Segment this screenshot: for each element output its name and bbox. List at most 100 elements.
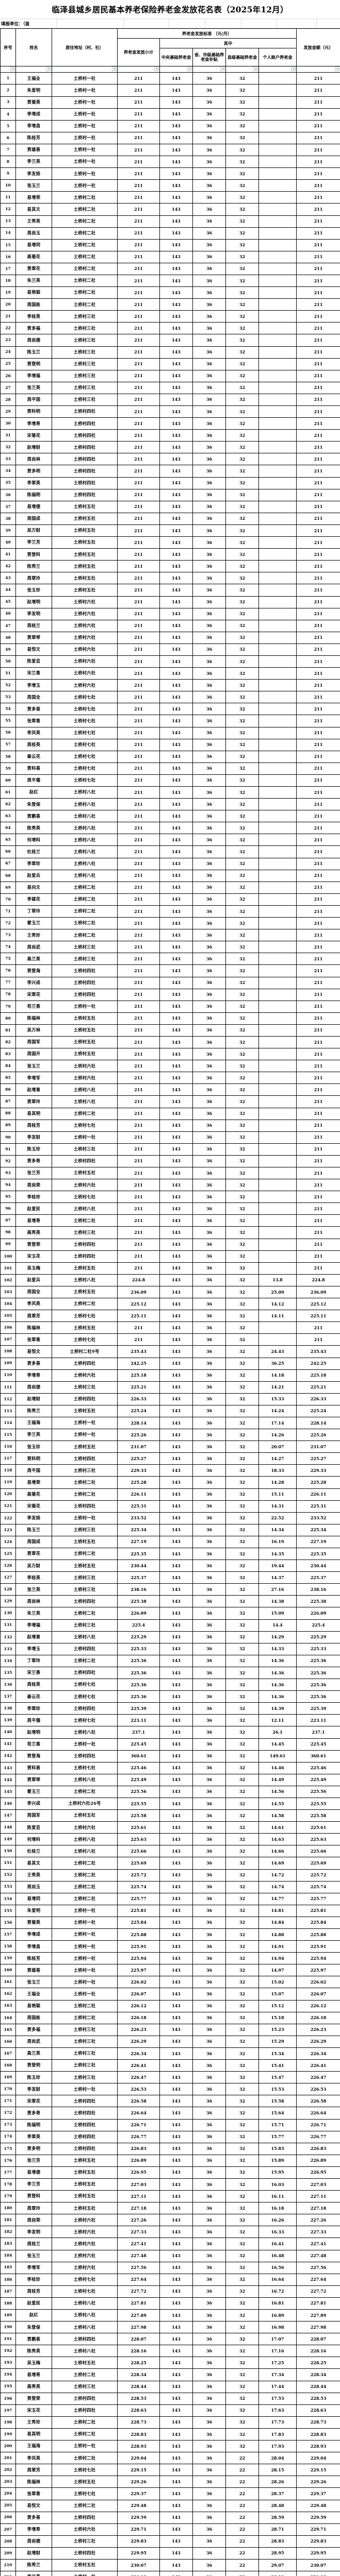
filter-dropdown-icon[interactable] [112, 66, 117, 72]
cell-central: 143 [159, 512, 193, 525]
cell-name: 张翠香 [15, 1333, 52, 1346]
cell-personal: 14.37 [258, 1571, 297, 1584]
cell-amount: 228.14 [296, 1416, 340, 1430]
cell-county: 32 [225, 156, 259, 168]
filter-dropdown-icon[interactable] [291, 66, 296, 72]
cell-index: 15 [0, 239, 16, 251]
cell-subtotal: 211 [117, 917, 160, 930]
cell-index: 131 [0, 1619, 16, 1632]
cell-address: 土桥村八社 [52, 810, 118, 823]
table-row: 210 陈秀兰 土桥村五社 230.07 143 36 22 29.07 230.07 [0, 2558, 340, 2572]
cell-amount: 211 [296, 346, 340, 359]
cell-county: 32 [225, 2285, 259, 2298]
filter-dropdown-icon[interactable] [220, 66, 225, 72]
filter-cell-name[interactable] [15, 66, 52, 73]
cell-address: 土桥村三社 [52, 369, 118, 382]
table-row: 7 贾雄善 土桥村一社 211 143 36 32 211 [0, 143, 340, 157]
filter-dropdown-icon[interactable] [46, 66, 51, 72]
cell-index: 118 [0, 1464, 16, 1477]
cell-subtotal: 211 [117, 810, 160, 823]
cell-subtotal: 227.81 [117, 2297, 160, 2310]
filter-cell-address[interactable] [52, 66, 118, 73]
cell-name: 吴玉梅 [15, 2357, 52, 2369]
cell-central: 143 [159, 2142, 193, 2155]
table-row: 137 秦云花 土桥村七社 225.36 143 36 32 14.36 225.36 [0, 1690, 340, 1703]
cell-index: 174 [0, 2130, 16, 2143]
cell-central: 143 [159, 2261, 193, 2274]
filter-dropdown-icon[interactable] [154, 66, 159, 72]
filter-dropdown-icon[interactable] [187, 66, 192, 72]
table-row: 162 王福业 土桥村一社 226.07 143 36 32 15.07 226.07 [0, 1988, 340, 2001]
cell-county: 32 [225, 2249, 259, 2262]
autofilter-row[interactable] [0, 66, 340, 73]
cell-name: 李增寿 [15, 417, 52, 430]
cell-county: 32 [225, 2380, 259, 2393]
cell-amount: 211 [296, 869, 340, 882]
cell-index: 132 [0, 1631, 16, 1643]
cell-central: 143 [159, 2464, 193, 2477]
cell-amount: 211 [296, 1143, 340, 1156]
cell-province: 36 [192, 2214, 226, 2227]
cell-amount: 211 [296, 1107, 340, 1120]
cell-address: 土桥村四社 [52, 2119, 118, 2131]
cell-amount: 211 [296, 203, 340, 216]
table-row: 48 贾翠琴 土桥村六社 211 143 36 32 211 [0, 631, 340, 644]
cell-name: 王秀英 [15, 1869, 52, 1882]
cell-personal [258, 786, 297, 799]
cell-address: 土桥村七社 [52, 2285, 118, 2298]
cell-index: 48 [0, 631, 16, 644]
cell-subtotal: 229.71 [117, 2523, 160, 2536]
col-header-name: 姓名 [15, 28, 52, 67]
cell-central: 143 [159, 2071, 193, 2084]
filter-cell-amount[interactable] [296, 66, 340, 73]
cell-province: 36 [192, 1654, 226, 1667]
cell-address: 土桥村八社 [52, 1631, 118, 1643]
filter-cell-subtotal[interactable] [117, 66, 160, 73]
cell-personal: 14.29 [258, 1631, 297, 1643]
filter-cell-central[interactable] [159, 66, 193, 73]
cell-name: 周桂兰 [15, 619, 52, 632]
cell-central: 143 [159, 1107, 193, 1120]
cell-index: 111 [0, 1381, 16, 1394]
cell-address: 土桥村五社 [52, 2476, 118, 2488]
cell-amount: 211 [296, 1036, 340, 1049]
table-row: 89 周桂芳 土桥村七社 211 143 36 32 211 [0, 1119, 340, 1132]
cell-central: 143 [159, 1535, 193, 1549]
cell-address: 土桥村一社 [52, 1000, 118, 1013]
filter-cell-county[interactable] [225, 66, 259, 73]
cell-county: 32 [225, 1583, 259, 1596]
cell-central: 143 [159, 1155, 193, 1168]
filter-dropdown-icon[interactable] [253, 66, 258, 72]
cell-province: 36 [192, 1785, 226, 1798]
filter-cell-index[interactable] [0, 66, 16, 73]
cell-amount: 211 [296, 1000, 340, 1013]
cell-address: 土桥村一社 [52, 1416, 118, 1430]
cell-address: 土桥村一社 [52, 2440, 118, 2453]
cell-index: 110 [0, 1369, 16, 1382]
cell-amount: 226.53 [296, 2083, 340, 2096]
cell-address: 土桥村二社 [52, 905, 118, 918]
table-row: 173 陈福明 土桥村四社 226.71 143 36 32 15.71 226.71 [0, 2119, 340, 2131]
cell-central: 143 [159, 1988, 193, 2001]
cell-amount: 227.03 [296, 2178, 340, 2191]
cell-central: 143 [159, 1738, 193, 1751]
filter-dropdown-icon[interactable] [10, 66, 15, 72]
cell-address: 土桥村一社 [52, 156, 118, 168]
table-row: 17 贾翠花 土桥村二社 211 143 36 32 211 [0, 262, 340, 275]
cell-address: 土桥村一社 [52, 1916, 118, 1929]
cell-subtotal: 211 [117, 131, 160, 144]
filter-dropdown-icon[interactable] [335, 66, 339, 72]
cell-personal: 14.36 [258, 1666, 297, 1680]
cell-name: 周国全 [15, 1285, 52, 1299]
cell-personal [258, 703, 297, 716]
cell-address: 土桥村一社 [52, 131, 118, 144]
cell-personal: 14.74 [258, 1880, 297, 1893]
filter-cell-personal[interactable] [258, 66, 297, 73]
cell-address: 土桥村八社 [52, 869, 118, 882]
cell-personal: 14.27 [258, 1452, 297, 1465]
cell-name: 易增同 [15, 239, 52, 251]
cell-subtotal: 211 [117, 488, 160, 501]
filter-cell-province[interactable] [192, 66, 226, 73]
cell-central: 143 [159, 156, 193, 168]
cell-personal [258, 1166, 297, 1180]
